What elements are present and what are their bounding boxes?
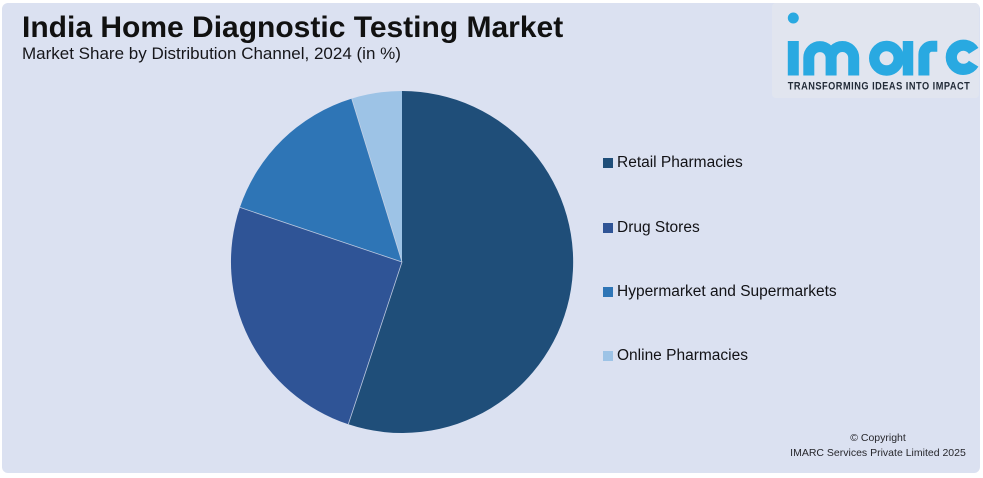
svg-text:TRANSFORMING IDEAS INTO IMPACT: TRANSFORMING IDEAS INTO IMPACT xyxy=(788,81,971,93)
